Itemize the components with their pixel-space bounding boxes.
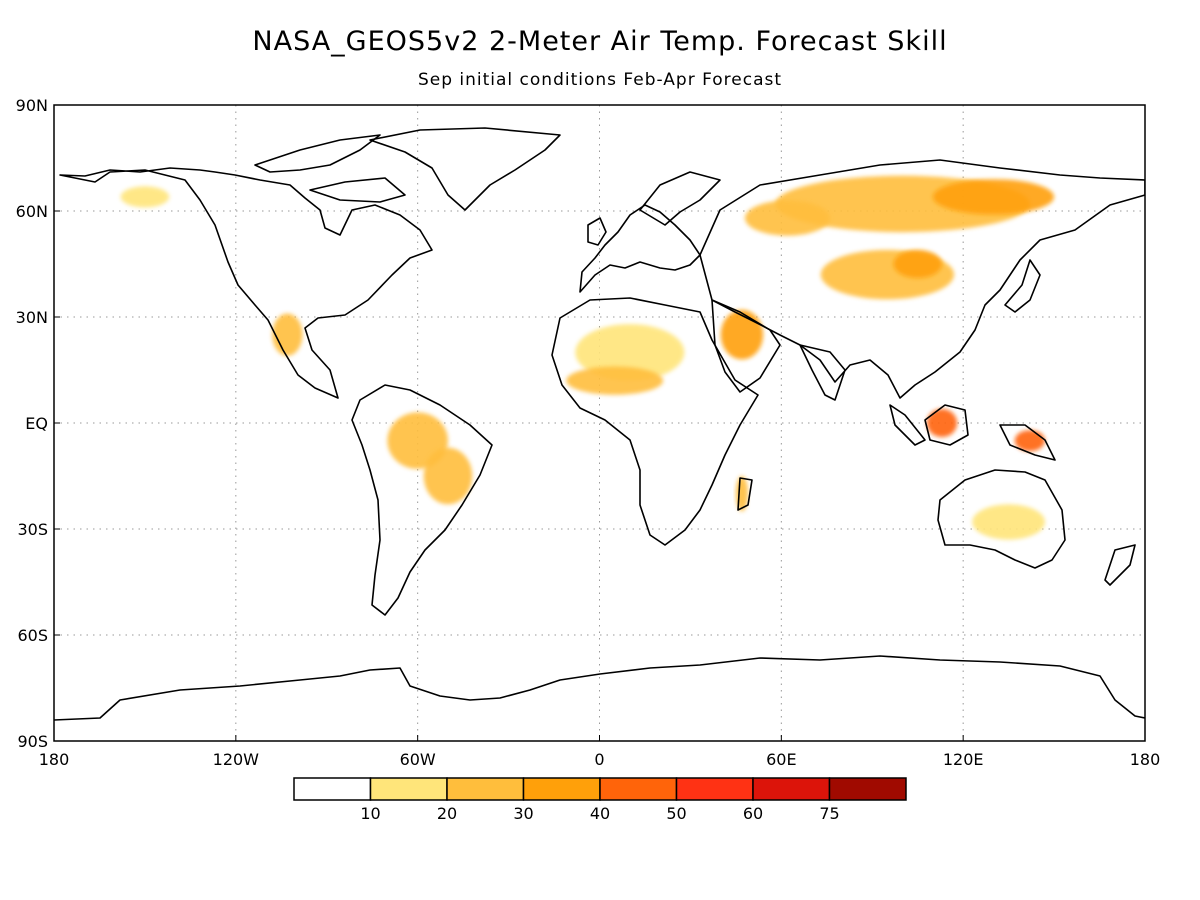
lat-tick-label: 60S <box>17 626 48 645</box>
skill-region-sahel <box>566 366 664 395</box>
colorbar-label: 75 <box>819 804 839 823</box>
longitude-axis: 180 120W 60W 0 60E 120E 180 <box>39 735 1161 769</box>
map-subtitle: Sep initial conditions Feb-Apr Forecast <box>417 70 783 90</box>
coastline-japan <box>1004 259 1041 313</box>
lat-tick-label: 30N <box>16 308 48 327</box>
coastline-antarctica <box>54 655 1145 721</box>
coastline-new-zealand <box>1104 544 1136 586</box>
skill-region-borneo <box>926 408 958 438</box>
lon-tick-label: 60E <box>766 750 796 769</box>
lat-tick-label: 30S <box>17 520 48 539</box>
map-title: NASA_GEOS5v2 2-Meter Air Temp. Forecast … <box>252 26 948 57</box>
lat-tick-label: 60N <box>16 202 48 221</box>
coastline-new-guinea <box>999 424 1056 461</box>
coastline-asia <box>699 159 1145 399</box>
coastline-uk <box>587 217 607 246</box>
colorbar: 10 20 30 40 50 60 75 <box>293 777 907 823</box>
coastline-europe <box>579 204 701 293</box>
lon-tick-label: 60W <box>400 750 436 769</box>
coastline-arctic-islands <box>254 134 406 203</box>
coastline-africa <box>551 297 759 546</box>
coastline-australia <box>937 469 1066 569</box>
colorbar-bin <box>599 777 678 801</box>
colorbar-bin <box>522 777 601 801</box>
coastline-greenland <box>369 127 561 211</box>
colorbar-bin <box>369 777 448 801</box>
colorbar-bin <box>675 777 754 801</box>
colorbar-bin <box>293 777 372 801</box>
coastline-scandinavia <box>639 171 721 226</box>
coastline-india <box>799 344 846 401</box>
skill-region-alaska <box>120 186 170 208</box>
colorbar-bin <box>446 777 525 801</box>
lon-tick-label: 120E <box>943 750 984 769</box>
lon-tick-label: 0 <box>594 750 604 769</box>
latitude-axis: 90N 60N 30N EQ 30S 60S 90S <box>16 96 60 751</box>
coastlines <box>54 127 1145 721</box>
lat-tick-label: EQ <box>25 414 48 433</box>
skill-region-mongolia <box>893 249 942 279</box>
skill-region-brazil <box>423 447 473 505</box>
skill-region-ural <box>744 200 830 236</box>
colorbar-bin <box>828 777 907 801</box>
colorbar-label: 30 <box>513 804 533 823</box>
colorbar-label: 20 <box>437 804 457 823</box>
colorbar-label: 60 <box>743 804 763 823</box>
skill-region-australia <box>972 504 1045 540</box>
lon-tick-label: 180 <box>1130 750 1161 769</box>
lat-tick-label: 90N <box>16 96 48 115</box>
coastline-north-america <box>59 167 433 399</box>
skill-shading <box>120 175 1055 540</box>
colorbar-label: 50 <box>666 804 686 823</box>
skill-region-arabia <box>720 309 764 360</box>
lat-tick-label: 90S <box>17 732 48 751</box>
coastline-borneo <box>924 404 969 446</box>
coastline-sumatra <box>889 404 926 446</box>
lon-tick-label: 120W <box>213 750 260 769</box>
skill-region-east-siberia <box>932 179 1055 215</box>
lon-tick-label: 180 <box>39 750 70 769</box>
skill-region-sahara <box>575 324 685 381</box>
colorbar-bin <box>752 777 831 801</box>
colorbar-label: 40 <box>590 804 610 823</box>
coastline-madagascar <box>737 477 753 511</box>
coastline-arabia <box>711 299 781 393</box>
coastline-south-america <box>351 384 493 616</box>
skill-region-new-guinea <box>1014 430 1045 452</box>
skill-region-mexico <box>272 313 303 356</box>
colorbar-label: 10 <box>360 804 380 823</box>
